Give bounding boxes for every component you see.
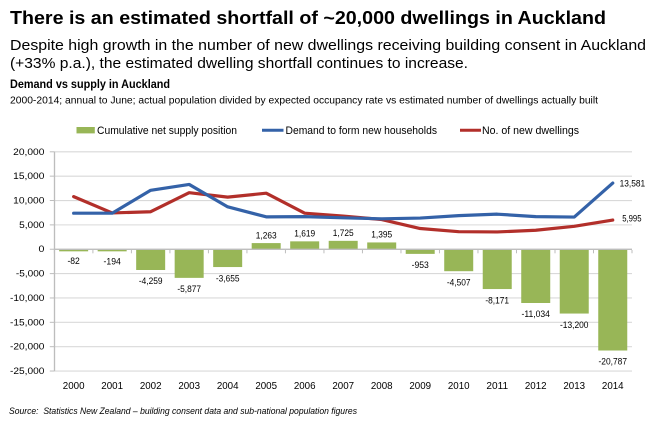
svg-text:-5,877: -5,877 (177, 283, 201, 294)
svg-text:2001: 2001 (101, 381, 123, 392)
svg-text:2012: 2012 (525, 381, 547, 392)
svg-text:-953: -953 (412, 259, 429, 270)
svg-text:2006: 2006 (294, 381, 316, 392)
svg-text:-5,000: -5,000 (16, 269, 45, 279)
svg-text:-82: -82 (67, 255, 79, 266)
svg-text:0: 0 (39, 244, 45, 254)
svg-text:Demand vs supply in Auckland: Demand vs supply in Auckland (10, 79, 170, 91)
svg-text:Cumulative net supply position: Cumulative net supply position (97, 125, 237, 137)
svg-text:-15,000: -15,000 (10, 317, 44, 327)
svg-text:2005: 2005 (255, 381, 277, 392)
svg-text:2003: 2003 (178, 381, 200, 392)
svg-text:(+33% p.a.), the estimated dwe: (+33% p.a.), the estimated dwelling shor… (10, 56, 468, 72)
svg-text:Source: Statistics New Zealan: Source: Statistics New Zealand – buildin… (9, 406, 357, 417)
svg-text:5,000: 5,000 (19, 220, 44, 230)
svg-text:-4,259: -4,259 (139, 275, 163, 286)
svg-text:2004: 2004 (217, 381, 239, 392)
svg-text:2000: 2000 (63, 381, 85, 392)
svg-text:-20,787: -20,787 (599, 356, 628, 367)
svg-text:-8,171: -8,171 (485, 294, 509, 305)
svg-text:1,619: 1,619 (294, 228, 315, 239)
svg-text:10,000: 10,000 (13, 196, 44, 206)
svg-text:Despite high growth in the num: Despite high growth in the number of new… (10, 38, 646, 54)
svg-text:-13,200: -13,200 (560, 319, 589, 330)
svg-text:2011: 2011 (486, 381, 508, 392)
svg-text:2009: 2009 (409, 381, 431, 392)
svg-text:-194: -194 (104, 255, 121, 266)
svg-text:There is an estimated shortfal: There is an estimated shortfall of ~20,0… (10, 7, 606, 28)
svg-text:20,000: 20,000 (13, 147, 44, 157)
svg-text:1,395: 1,395 (371, 229, 392, 240)
svg-text:1,263: 1,263 (256, 229, 277, 240)
svg-text:-4,507: -4,507 (447, 276, 471, 287)
svg-text:No. of new dwellings: No. of new dwellings (482, 125, 580, 137)
svg-text:2013: 2013 (563, 381, 585, 392)
svg-text:-10,000: -10,000 (10, 293, 44, 303)
svg-text:1,725: 1,725 (333, 227, 354, 238)
svg-text:2000-2014; annual to June; act: 2000-2014; annual to June; actual popula… (10, 96, 598, 107)
svg-text:2008: 2008 (371, 381, 393, 392)
svg-text:15,000: 15,000 (13, 171, 44, 181)
svg-text:Demand to form new households: Demand to form new households (286, 125, 438, 137)
svg-text:2014: 2014 (602, 381, 624, 392)
svg-text:2010: 2010 (448, 381, 470, 392)
svg-text:2002: 2002 (140, 381, 162, 392)
svg-text:-11,034: -11,034 (521, 308, 550, 319)
svg-text:2007: 2007 (332, 381, 354, 392)
svg-text:13,581: 13,581 (620, 178, 646, 189)
svg-text:-25,000: -25,000 (10, 366, 44, 376)
svg-text:-3,655: -3,655 (216, 272, 240, 283)
svg-text:-20,000: -20,000 (10, 342, 44, 352)
svg-text:5,995: 5,995 (622, 212, 641, 223)
